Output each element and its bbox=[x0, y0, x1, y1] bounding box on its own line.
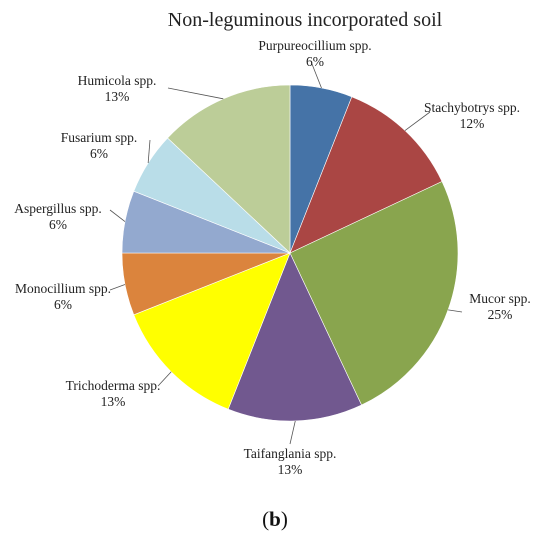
pie-slice-2 bbox=[289, 181, 459, 406]
slice-label-value-0: 6% bbox=[306, 54, 324, 69]
leader-line-3 bbox=[289, 420, 296, 445]
leader-lines bbox=[109, 63, 463, 445]
pie-slices bbox=[121, 84, 459, 422]
slice-label-value-8: 13% bbox=[105, 89, 130, 104]
pie-slice-8 bbox=[167, 84, 291, 254]
leader-line-6 bbox=[109, 209, 126, 222]
leader-line-4 bbox=[157, 371, 172, 387]
leader-line-1 bbox=[404, 111, 431, 131]
leader-line-5 bbox=[109, 284, 126, 291]
slice-label-name-4: Trichoderma spp. bbox=[66, 378, 161, 393]
pie-slice-3 bbox=[227, 252, 362, 422]
pie-slice-4 bbox=[133, 252, 291, 410]
slice-label-name-5: Monocillium spp. bbox=[15, 281, 111, 296]
slice-label-name-3: Taifanglania spp. bbox=[244, 446, 337, 461]
slice-label-name-1: Stachybotrys spp. bbox=[424, 100, 520, 115]
slice-label-value-1: 12% bbox=[460, 116, 485, 131]
slice-label-value-6: 6% bbox=[49, 217, 67, 232]
slice-label-name-6: Aspergillus spp. bbox=[14, 201, 102, 216]
leader-line-0 bbox=[311, 63, 322, 89]
slice-label-value-7: 6% bbox=[90, 146, 108, 161]
leader-line-2 bbox=[448, 309, 463, 313]
slice-label-name-0: Purpureocillium spp. bbox=[258, 38, 371, 53]
slice-label-value-4: 13% bbox=[101, 394, 126, 409]
chart-title: Non-leguminous incorporated soil bbox=[168, 9, 443, 31]
slice-label-name-7: Fusarium spp. bbox=[61, 130, 138, 145]
leader-line-7 bbox=[147, 139, 151, 164]
leader-line-8 bbox=[167, 87, 224, 100]
slice-label-value-5: 6% bbox=[54, 297, 72, 312]
slice-label-value-2: 25% bbox=[488, 307, 513, 322]
slice-label-name-8: Humicola spp. bbox=[78, 73, 157, 88]
slice-label-value-3: 13% bbox=[278, 462, 303, 477]
slice-label-name-2: Mucor spp. bbox=[469, 291, 531, 306]
slice-labels: Purpureocillium spp.6%Stachybotrys spp.1… bbox=[14, 38, 531, 477]
panel-label: (b) bbox=[262, 507, 288, 531]
pie-slice-1 bbox=[289, 96, 443, 254]
panel-letter: b bbox=[269, 507, 281, 531]
